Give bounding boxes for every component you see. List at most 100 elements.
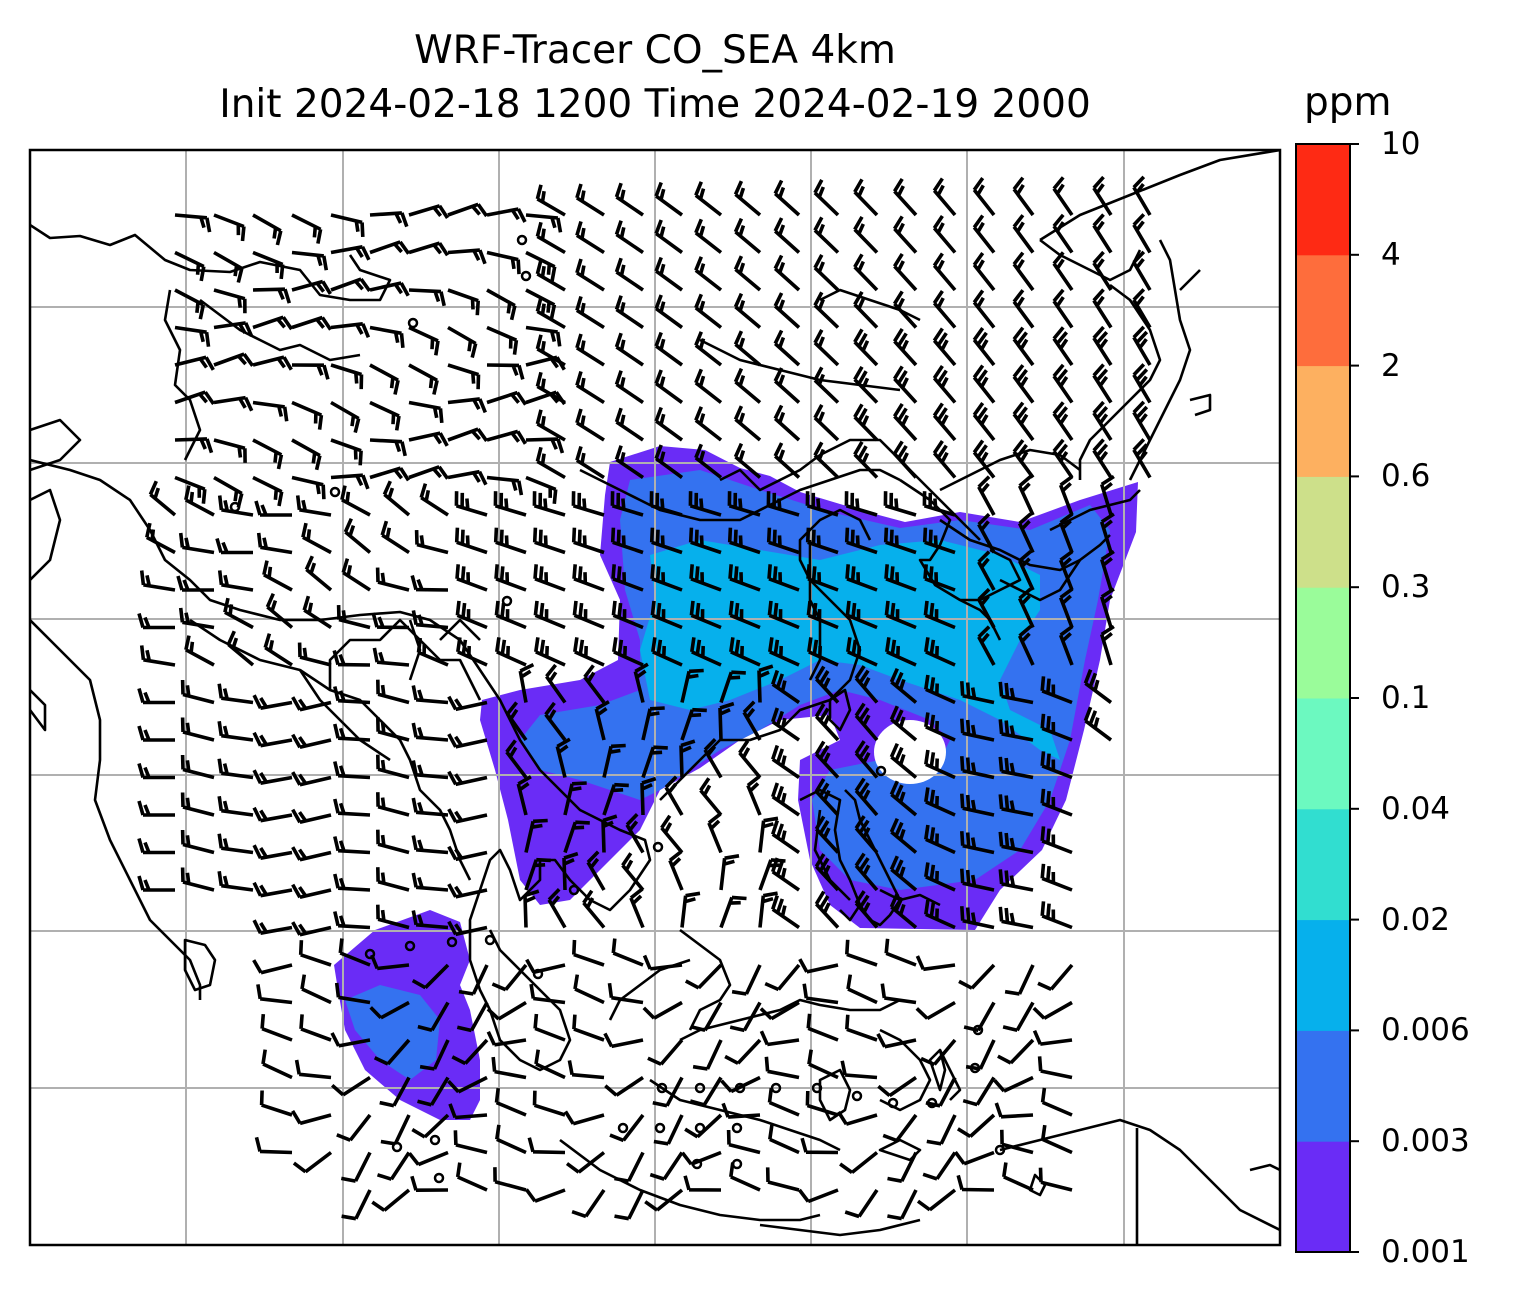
wind-barb [332, 650, 371, 667]
wind-barb [535, 446, 566, 480]
calm-marker [994, 1144, 1006, 1156]
wind-barb [565, 1151, 606, 1174]
wind-barb [614, 370, 645, 404]
wind-barb [491, 1056, 527, 1080]
wind-barb [563, 781, 587, 816]
wind-barb [447, 1075, 488, 1094]
wind-barb [733, 255, 762, 292]
wind-barb [892, 365, 918, 404]
wind-barb [516, 775, 532, 816]
calm-marker [364, 948, 376, 960]
wind-barb [1132, 175, 1152, 216]
wind-barb [343, 517, 372, 554]
wind-barb [447, 695, 488, 712]
wind-barb [614, 445, 645, 479]
wind-barb [213, 250, 244, 283]
wind-barb [525, 213, 563, 233]
wind-barb [699, 777, 723, 817]
wind-barb [456, 1001, 489, 1033]
coastlines [30, 150, 1280, 1245]
wind-barb [719, 670, 746, 704]
wind-barb [525, 355, 566, 371]
wind-barb [889, 742, 918, 779]
wind-barb [889, 705, 918, 742]
wind-barb [960, 681, 995, 705]
wind-barb [814, 815, 840, 854]
wind-barb [252, 919, 293, 935]
wind-barb [813, 216, 840, 254]
wind-barb [972, 252, 996, 292]
wind-barb [486, 363, 525, 380]
wind-barb [1012, 251, 1035, 292]
wind-barb [525, 325, 562, 347]
wind-barb [340, 1151, 372, 1183]
wind-barb [922, 527, 956, 555]
wind-barb [653, 1114, 684, 1146]
wind-barb [844, 1188, 879, 1219]
wind-barb [806, 1013, 839, 1042]
wind-barb [845, 1014, 878, 1042]
wind-barb [688, 491, 722, 517]
wind-barb [719, 854, 740, 891]
wind-barb [768, 1124, 800, 1155]
wind-barb [644, 1188, 684, 1212]
wind-barb [495, 637, 527, 667]
wind-barb [291, 808, 332, 825]
colorbar [1295, 143, 1359, 1253]
wind-barb [733, 330, 762, 367]
wind-barb [411, 835, 449, 855]
calm-marker [229, 501, 241, 513]
wind-barb [411, 963, 450, 990]
wind-barb [137, 763, 175, 780]
wind-barb [805, 527, 839, 555]
calm-marker [656, 1082, 668, 1094]
wind-barb [583, 664, 606, 704]
wind-barb [447, 845, 488, 862]
wind-barb [813, 366, 840, 404]
wind-barb [1012, 439, 1035, 479]
wind-barb [338, 938, 371, 967]
wind-barb [447, 248, 487, 265]
wind-barb [291, 771, 332, 787]
wind-barb [727, 491, 761, 517]
wind-barb [703, 738, 723, 779]
wind-barb [883, 491, 917, 517]
wind-barb [1052, 363, 1074, 404]
calm-marker [654, 1122, 666, 1134]
wind-barb [932, 439, 957, 479]
wind-barb [137, 725, 175, 742]
wind-barb [1037, 1056, 1073, 1080]
wind-barb [1002, 1001, 1035, 1033]
wind-barb [575, 220, 605, 255]
wind-barb [256, 984, 293, 1005]
wind-barb [1012, 176, 1035, 217]
wind-barb [252, 475, 284, 507]
wind-barb [770, 782, 801, 817]
wind-barb [770, 894, 801, 929]
wind-barb [1099, 549, 1115, 591]
wind-barb [252, 355, 293, 371]
wind-barb [1092, 438, 1113, 479]
colorbar-band [1296, 808, 1350, 921]
wind-barb [369, 240, 411, 255]
wind-barb [845, 564, 878, 592]
wind-barb [651, 637, 683, 667]
colorbar-band [1296, 365, 1350, 477]
wind-barb [854, 815, 879, 854]
wind-barb [694, 293, 723, 329]
wind-barb [923, 564, 956, 592]
wind-barb [960, 906, 995, 930]
wind-barb [853, 403, 879, 442]
wind-barb [889, 855, 918, 892]
wind-barb [773, 442, 801, 479]
wind-barb [1038, 1167, 1073, 1192]
wind-barb [376, 867, 410, 892]
wind-barb [302, 595, 332, 630]
wind-barb [767, 1087, 800, 1117]
wind-barb [333, 873, 371, 892]
wind-barb [654, 256, 684, 292]
wind-barb [416, 637, 449, 667]
wind-barb [376, 792, 410, 817]
colorbar-band [1296, 254, 1350, 367]
wind-barb [447, 363, 481, 390]
